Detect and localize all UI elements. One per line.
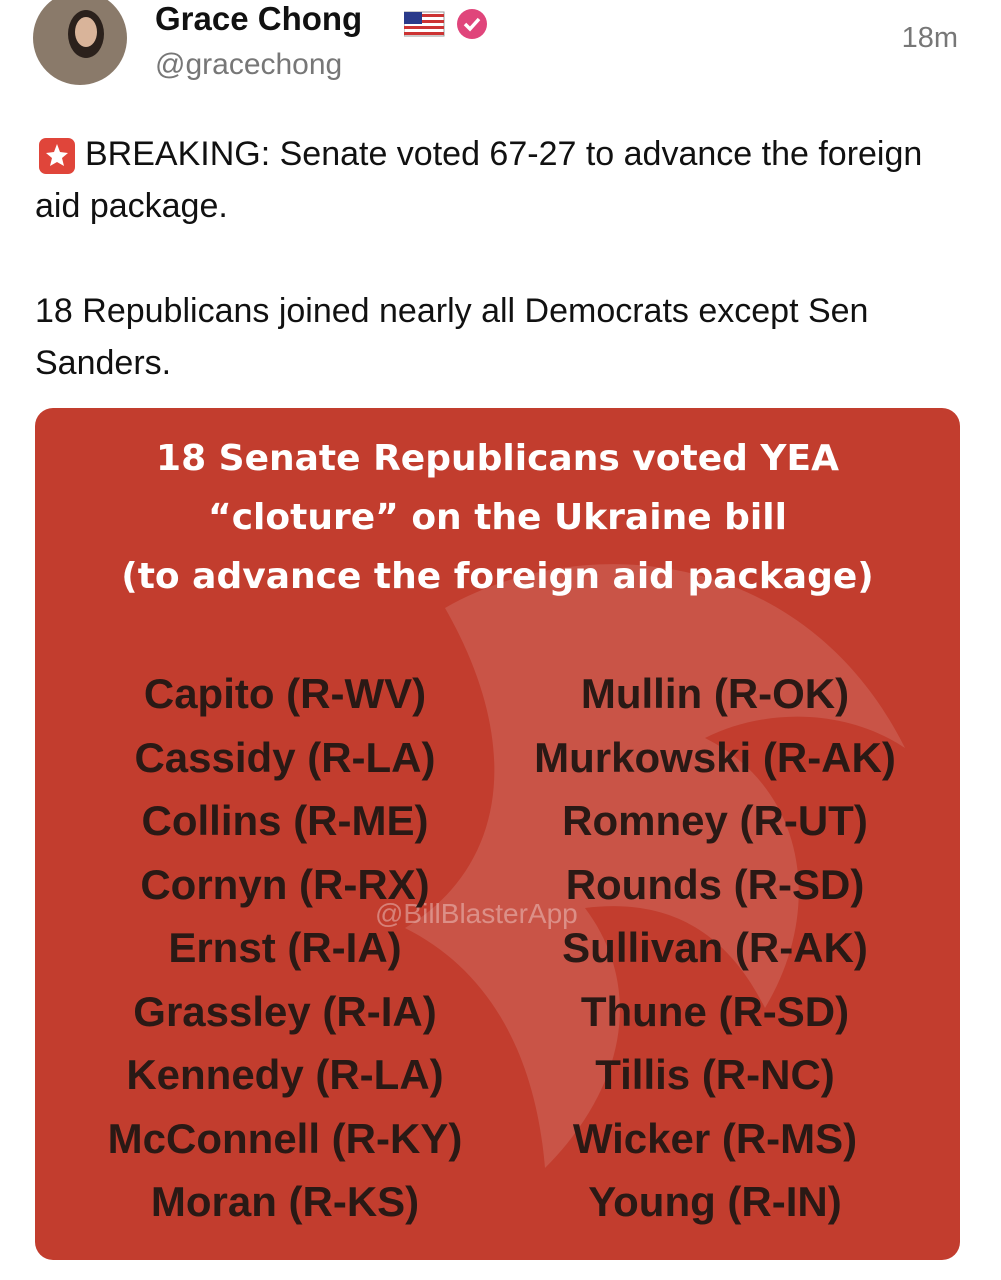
author-handle[interactable]: @gracechong	[155, 48, 343, 81]
author-name[interactable]: Grace Chong	[155, 0, 363, 37]
senator: Young (R-IN)	[588, 1178, 842, 1225]
image-title: “cloture” on the Ukraine bill	[208, 497, 787, 538]
senator: Mullin (R-OK)	[580, 670, 850, 717]
paragraph: BREAKING: Senate voted 67-27 to advance …	[35, 135, 923, 225]
paragraph: 18 Republicans joined nearly all Democra…	[35, 292, 869, 382]
senator: Collins (R-ME)	[141, 797, 429, 844]
senator: Kennedy (R-LA)	[126, 1051, 444, 1098]
senator: Cassidy (R-LA)	[134, 733, 436, 781]
senator: Grassley (R-IA)	[133, 987, 437, 1035]
image-title: 18 Senate Republicans voted YEA	[156, 438, 839, 479]
senator: Sullivan (R-AK)	[562, 924, 868, 971]
senator: Tillis (R-NC)	[595, 1051, 835, 1098]
senator: Rounds (R-SD)	[565, 860, 865, 908]
senator: Capito (R-WV)	[143, 670, 427, 717]
senator: Wicker (R-MS)	[572, 1114, 858, 1162]
watermark: @BillBlasterApp	[375, 898, 578, 929]
eagle-watermark	[405, 564, 905, 1168]
post-text: BREAKING: Senate voted 67-27 to advance …	[35, 128, 945, 442]
image-title: (to advance the foreign aid package)	[121, 556, 874, 597]
senator: Ernst (R-IA)	[168, 924, 402, 971]
senator: Thune (R-SD)	[580, 987, 850, 1035]
senator: McConnell (R-KY)	[107, 1114, 463, 1162]
badges	[404, 9, 487, 39]
timestamp: 18m	[901, 22, 958, 54]
post-image[interactable]: @BillBlasterApp 18 Senate Republicans vo…	[35, 408, 960, 1260]
senator: Cornyn (R-RX)	[140, 860, 430, 908]
senator: Romney (R-UT)	[562, 797, 868, 844]
siren-icon	[39, 138, 75, 174]
senator: Moran (R-KS)	[150, 1178, 420, 1225]
avatar[interactable]	[30, 0, 130, 88]
senator: Murkowski (R-AK)	[534, 733, 896, 781]
